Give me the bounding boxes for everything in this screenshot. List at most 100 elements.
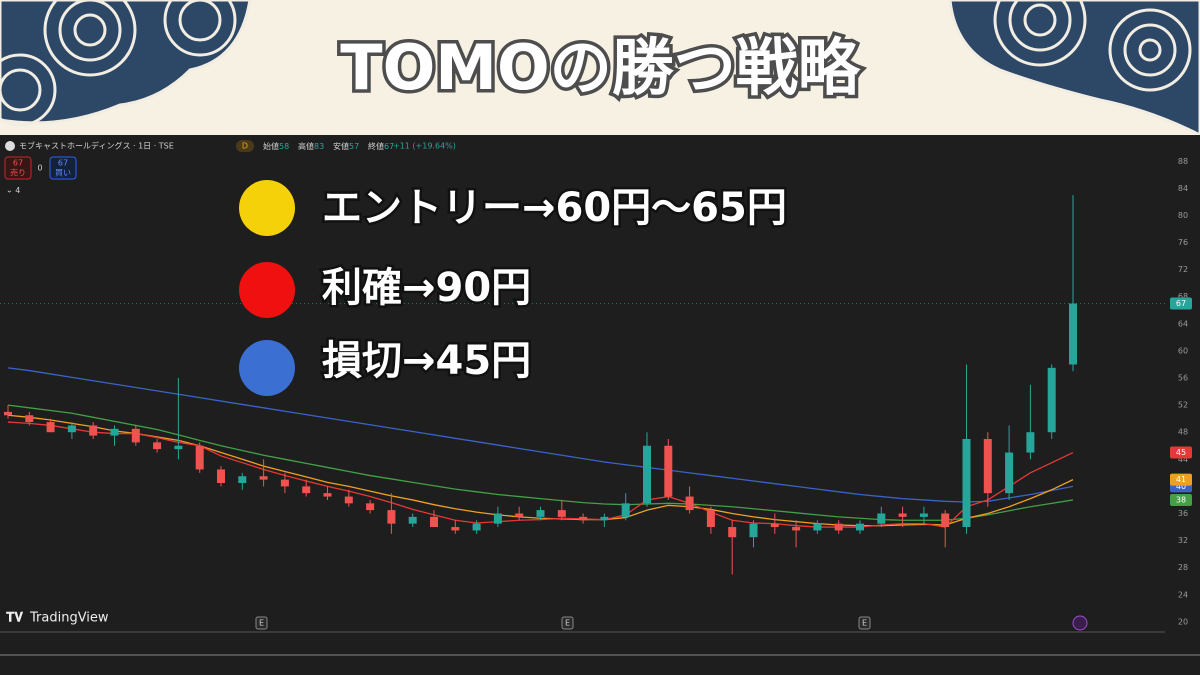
bullet [239, 262, 295, 318]
overlay-line: 損切→45円 [322, 338, 531, 384]
candle-body [238, 476, 247, 484]
candle-body [344, 496, 353, 504]
ohlc-low: 安値57 [333, 141, 359, 151]
buy-price: 67 [58, 159, 68, 168]
candle-body [962, 438, 971, 528]
event-marker-label: E [565, 619, 570, 628]
moving-average [7, 367, 1074, 503]
candle-body [728, 527, 737, 538]
y-tick-label: 52 [1178, 401, 1188, 410]
candle-body [536, 510, 545, 517]
ohlc-close: 終値67 [368, 141, 394, 151]
event-markers: E E E [255, 615, 1088, 631]
candle-body [621, 503, 630, 517]
candle-body [472, 523, 481, 531]
price-label: 40 [1176, 482, 1186, 491]
price-label-box [1170, 473, 1192, 486]
candle-body [685, 496, 694, 511]
overlay-line: エントリー→60円〜65円 [322, 185, 787, 231]
event-marker[interactable] [255, 616, 268, 630]
spread: 0 [37, 164, 42, 173]
y-tick-label: 68 [1178, 292, 1188, 301]
y-tick-label: 56 [1178, 374, 1188, 383]
candle-body [493, 513, 502, 524]
y-tick-label: 88 [1178, 157, 1188, 166]
ohlc-high: 高値83 [298, 141, 324, 151]
indicator-toggle[interactable]: ⌄ 4 [6, 186, 20, 195]
interval-badge-text: D [242, 142, 248, 151]
candle-body [89, 425, 98, 436]
brand-name: TradingView [29, 611, 109, 626]
candle-body [898, 513, 907, 517]
bullet [239, 340, 295, 396]
y-tick-label: 32 [1178, 536, 1188, 545]
candle-body [557, 510, 566, 517]
y-tick-label: 48 [1178, 428, 1188, 437]
candle-body [1026, 432, 1035, 453]
event-marker[interactable] [858, 616, 871, 630]
y-tick-label: 44 [1178, 455, 1188, 464]
ohlc-open: 始値58 [263, 141, 289, 151]
chart-panel [0, 135, 1200, 675]
candle-body [515, 513, 524, 517]
candle-body [387, 510, 396, 524]
overlay-line: 利確→90円 [322, 265, 531, 311]
sell-price: 67 [13, 159, 23, 168]
buy-button[interactable] [49, 156, 77, 180]
candle-body [664, 445, 673, 497]
candle-body [877, 513, 886, 524]
candle-body [983, 438, 992, 494]
plot: 2024283236404448525660646872768084886740… [0, 157, 1192, 626]
candle-body [131, 428, 140, 443]
candle-body [941, 513, 950, 528]
candle-body [1069, 303, 1077, 365]
buy-label: 買い [55, 169, 71, 178]
brand-icon: 𝐓𝐕 [6, 611, 23, 626]
y-tick-label: 76 [1178, 238, 1188, 247]
price-label: 45 [1176, 448, 1186, 457]
candle-body [4, 411, 12, 416]
sell-label: 売り [10, 168, 26, 178]
candle-body [792, 527, 801, 531]
candle-body [813, 523, 822, 531]
candle-body [408, 516, 417, 524]
candle-body [67, 425, 76, 433]
candle-body [451, 527, 460, 531]
candle-body [46, 422, 55, 433]
y-tick-label: 28 [1178, 563, 1188, 572]
price-label-box [1170, 297, 1192, 310]
price-label: 67 [1176, 299, 1186, 308]
wave-left [0, 0, 252, 127]
y-tick-label: 84 [1178, 184, 1188, 193]
banner-title: TOMOの勝つ戦略 [340, 31, 860, 104]
ohlc-change: +11 (+19.64%) [393, 142, 456, 151]
y-tick-label: 60 [1178, 346, 1188, 355]
candle-body [1047, 367, 1056, 433]
ohlc: 始値58 高値83 安値57 終値67 +11 (+19.64%) [263, 141, 456, 151]
candle-body [25, 415, 34, 423]
event-icon[interactable] [1072, 615, 1088, 631]
candle-body [643, 445, 651, 504]
symbol-icon [5, 141, 15, 151]
sell-button[interactable] [4, 156, 32, 180]
moving-average [7, 404, 1074, 521]
candle-body [1005, 452, 1014, 494]
interval-badge[interactable] [236, 140, 254, 152]
candle-body [770, 523, 779, 528]
y-tick-label: 20 [1178, 617, 1188, 626]
candle-body [302, 486, 311, 494]
price-label-box [1170, 493, 1192, 506]
candle-body [110, 428, 119, 436]
event-marker[interactable] [561, 616, 574, 630]
y-tick-label: 36 [1178, 509, 1188, 518]
price-label-box [1170, 446, 1192, 459]
overlay: エントリー→60円〜65円 利確→90円 損切→45円 [239, 180, 789, 396]
candle-body [856, 523, 864, 531]
y-tick-label: 80 [1178, 211, 1188, 220]
candle-body [280, 479, 289, 487]
candle-body [259, 476, 268, 480]
candle-body [430, 516, 438, 528]
y-tick-label: 72 [1178, 265, 1188, 274]
price-label: 38 [1176, 495, 1186, 504]
